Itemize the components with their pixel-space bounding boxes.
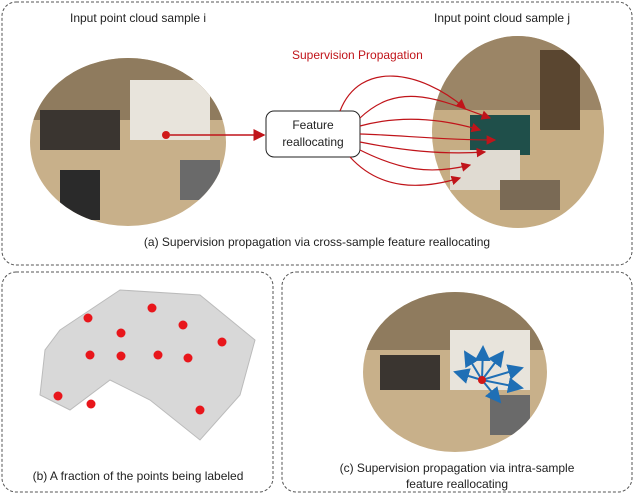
point-cloud-j <box>432 36 604 228</box>
labeled-point <box>162 131 170 139</box>
box-text: Feature <box>292 118 334 132</box>
labeled-points <box>53 303 227 415</box>
intra-arrows <box>453 345 524 404</box>
panel-a <box>1 1 633 266</box>
point-cloud-i <box>30 58 226 226</box>
point-cloud-gray <box>39 289 256 441</box>
propagation-arrows <box>339 75 497 186</box>
box-text: reallocating <box>282 135 343 149</box>
panel-c <box>281 271 633 493</box>
caption: (a) Supervision propagation via cross-sa… <box>144 235 490 249</box>
label: Input point cloud sample j <box>434 11 570 25</box>
caption: feature reallocating <box>406 477 508 491</box>
panel-b <box>1 271 274 493</box>
label: Supervision Propagation <box>292 48 423 62</box>
labeled-point <box>478 376 486 384</box>
label: Input point cloud sample i <box>70 11 206 25</box>
point-cloud-c <box>363 292 547 452</box>
caption: (b) A fraction of the points being label… <box>33 469 244 483</box>
caption: (c) Supervision propagation via intra-sa… <box>340 461 575 475</box>
